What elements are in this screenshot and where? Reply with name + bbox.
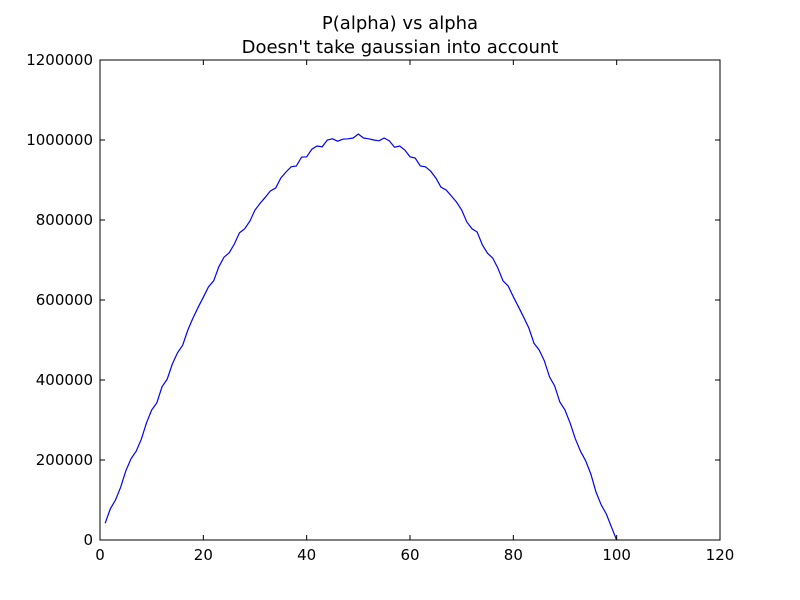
- y-tick-label: 1000000: [26, 131, 93, 149]
- x-tick-label: 60: [400, 546, 419, 564]
- series-line-0: [104, 133, 618, 541]
- chart-subtitle: Doesn't take gaussian into account: [241, 37, 559, 58]
- y-tick-label: 800000: [36, 211, 93, 229]
- y-tick-label: 600000: [36, 291, 93, 309]
- y-tick-label: 200000: [36, 451, 93, 469]
- y-tick-label: 0: [83, 531, 93, 549]
- y-tick-label: 1200000: [26, 51, 93, 69]
- x-tick-label: 20: [194, 546, 213, 564]
- chart-title: P(alpha) vs alpha: [321, 13, 479, 34]
- x-tick-label: 100: [602, 546, 631, 564]
- x-tick-label: 80: [504, 546, 523, 564]
- y-tick-label: 400000: [36, 371, 93, 389]
- x-tick-label: 120: [706, 546, 735, 564]
- x-tick-label: 0: [95, 546, 105, 564]
- axes-frame: [99, 59, 721, 541]
- x-tick-label: 40: [297, 546, 316, 564]
